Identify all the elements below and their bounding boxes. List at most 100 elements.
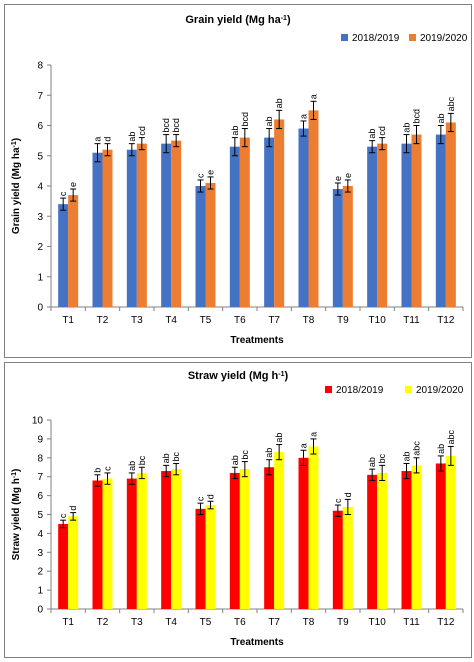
legend-swatch-2 [405,386,412,393]
data-label-T10-2: cd [377,126,387,136]
data-label-T8-1: a [299,114,309,119]
bar-T6-2 [239,469,250,609]
data-label-T1-1: c [58,191,68,196]
data-label-T8-2: a [309,94,319,99]
x-tick-label: T4 [165,315,177,326]
data-label-T12-1: ab [436,113,446,123]
legend-swatch-2 [409,34,416,41]
legend-label-1: 2018/2019 [336,385,384,396]
data-label-T4-2: bc [171,451,181,461]
legend-label-2: 2019/2020 [416,385,464,396]
y-tick-label: 0 [37,303,43,314]
y-tick-label: 3 [37,548,43,559]
bar-T9-1 [332,189,343,307]
x-tick-label: T9 [337,617,349,628]
y-tick-label: 5 [37,151,43,162]
x-tick-label: T4 [165,617,177,628]
y-tick-label: 8 [37,61,43,72]
y-tick-label: 2 [37,242,43,253]
y-tick-label: 10 [32,416,44,427]
bar-T5-1 [195,186,206,307]
legend-swatch-1 [325,386,332,393]
bar-T3-2 [136,143,147,307]
bar-T5-2 [205,182,216,307]
bar-T2-1 [92,152,103,307]
bar-T2-2 [102,478,113,609]
bar-T10-1 [367,474,378,609]
bar-T8-1 [298,457,309,609]
y-tick-label: 4 [37,529,43,540]
x-tick-label: T1 [62,617,74,628]
bar-T11-2 [411,465,422,609]
x-tick-label: T5 [200,315,212,326]
bar-T9-2 [342,506,353,609]
y-tick-label: 4 [37,182,43,193]
bar-T8-2 [308,446,319,609]
data-label-T1-2: d [68,506,78,511]
bar-T1-1 [58,204,69,307]
grain-yield-chart-panel: Grain yield (Mg ha-1) 2018/2019 2019/2020 0… [4,4,472,358]
data-label-T10-2: bc [377,453,387,463]
data-label-T6-2: bcd [240,112,250,127]
grain-yield-chart: Grain yield (Mg ha-1) 2018/2019 2019/2020 0… [11,14,468,346]
bar-T3-1 [126,149,137,307]
x-tick-label: T5 [200,617,212,628]
data-label-T2-1: b [93,468,103,473]
data-label-T4-2: bcd [171,118,181,133]
data-label-T3-1: ab [127,132,137,142]
data-label-T12-2: abc [446,429,456,444]
y-tick-label: 6 [37,491,43,502]
y-tick-label: 3 [37,212,43,223]
legend-label-1: 2018/2019 [352,33,400,44]
y-tick-label: 6 [37,121,43,132]
data-label-T5-2: e [206,170,216,175]
data-label-T7-2: ab [274,98,284,108]
bar-T4-2 [171,469,182,609]
data-label-T11-1: ab [402,123,412,133]
data-label-T4-1: ab [161,453,171,463]
x-tick-label: T3 [131,315,143,326]
bar-T7-1 [264,137,275,307]
data-label-T10-1: ab [367,129,377,139]
data-label-T5-2: d [206,494,216,499]
bar-T9-1 [332,510,343,609]
bar-T1-2 [68,195,79,307]
y-tick-label: 0 [37,605,43,616]
data-label-T6-2: bc [240,450,250,460]
bar-T11-2 [411,134,422,307]
x-tick-label: T6 [234,617,246,628]
legend-label-2: 2019/2020 [420,33,468,44]
bar-T12-2 [445,122,456,307]
bar-T1-1 [58,523,69,609]
data-label-T12-1: ab [436,444,446,454]
bar-T5-1 [195,508,206,609]
x-tick-label: T12 [437,617,455,628]
y-tick-label: 7 [37,91,43,102]
data-label-T2-2: d [103,137,113,142]
data-label-T3-1: ab [127,461,137,471]
data-label-T1-1: c [58,513,68,518]
data-label-T7-1: ab [264,117,274,127]
bar-T10-2 [377,472,388,609]
x-tick-label: T8 [303,315,315,326]
y-axis-label: Grain yield (Mg ha-1) [11,138,23,234]
y-tick-label: 1 [37,272,43,283]
data-label-T5-1: c [196,496,206,501]
straw-yield-chart-panel: Straw yield (Mg h-1) 2018/2019 2019/2020 0 1… [4,362,472,658]
x-tick-label: T6 [234,315,246,326]
bar-T2-1 [92,480,103,609]
bar-T1-2 [68,516,79,609]
x-tick-label: T8 [303,617,315,628]
bar-T6-2 [239,137,250,307]
data-label-T5-1: c [196,173,206,178]
bar-T7-2 [274,452,285,609]
data-label-T8-2: a [309,432,319,437]
x-tick-label: T7 [268,315,280,326]
data-label-T12-2: abc [446,96,456,111]
data-label-T6-1: ab [230,126,240,136]
data-label-T1-2: e [68,182,78,187]
bar-T9-2 [342,186,353,307]
x-tick-label: T2 [97,617,109,628]
y-tick-label: 7 [37,472,43,483]
x-tick-label: T12 [437,315,455,326]
